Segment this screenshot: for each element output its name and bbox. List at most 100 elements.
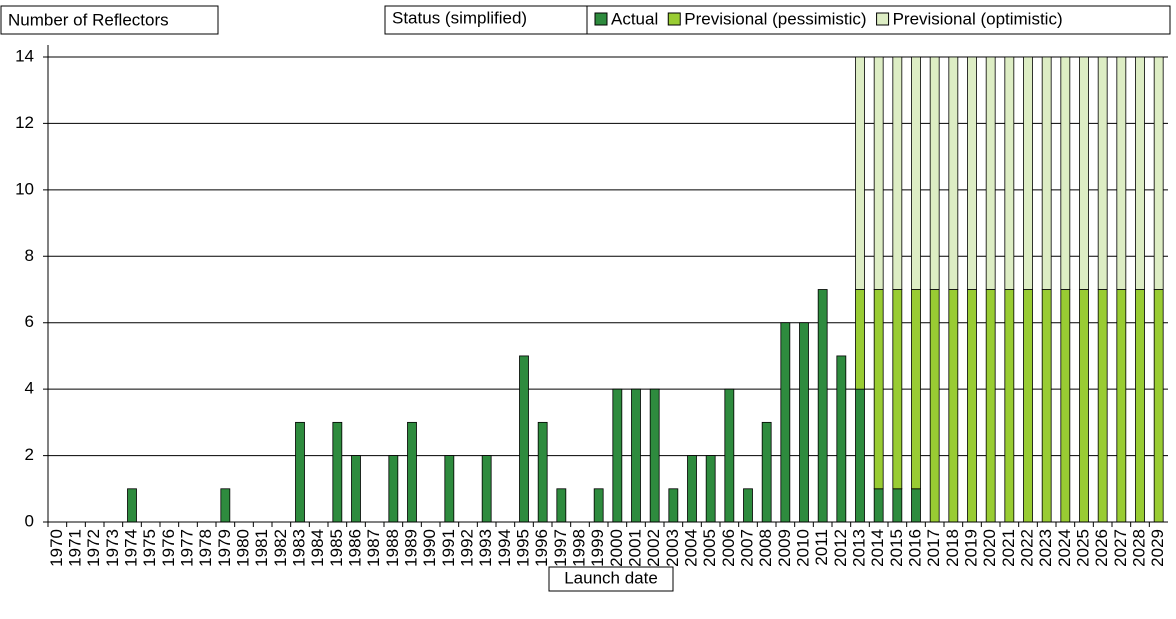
bar-segment — [761, 421, 772, 523]
x-tick-label: 1998 — [569, 529, 588, 567]
x-tick-label: 2014 — [868, 529, 887, 567]
x-tick-label: 1990 — [420, 529, 439, 567]
bar-segment — [1060, 56, 1071, 290]
x-tick-label: 2025 — [1073, 529, 1092, 567]
x-tick-label: 1970 — [47, 529, 66, 567]
x-tick-label: 1971 — [65, 529, 84, 567]
legend-label: Previsional (optimistic) — [893, 9, 1063, 28]
bar-segment — [220, 488, 231, 523]
x-tick-label: 2007 — [737, 529, 756, 567]
bar-segment — [444, 455, 455, 523]
bar-segment — [1135, 56, 1145, 290]
x-tick-label: 2015 — [887, 529, 906, 567]
x-tick-label: 1986 — [345, 529, 364, 567]
bar-segment — [743, 488, 753, 523]
bar-segment — [967, 289, 977, 523]
bar-segment — [388, 455, 399, 523]
bar-segment — [892, 289, 903, 490]
bar-segment — [1135, 289, 1145, 523]
bar-segment — [799, 322, 809, 523]
x-tick-label: 2003 — [663, 529, 682, 567]
x-tick-label: 2002 — [644, 529, 663, 567]
legend-title: Status (simplified) — [392, 8, 527, 27]
x-tick-label: 1982 — [271, 529, 290, 567]
y-tick-label: 14 — [15, 46, 34, 65]
x-tick-label: 2001 — [625, 529, 644, 567]
bar-segment — [1041, 289, 1052, 523]
bar-segment — [724, 388, 735, 523]
x-tick-label: 2017 — [924, 529, 943, 567]
x-tick-label: 2027 — [1111, 529, 1130, 567]
x-tick-label: 1981 — [252, 529, 271, 567]
bar-segment — [985, 289, 996, 523]
bar-segment — [780, 322, 791, 523]
bar-segment — [1079, 289, 1089, 523]
x-tick-label: 2018 — [943, 529, 962, 567]
x-tick-label: 2024 — [1055, 529, 1074, 567]
bar-segment — [705, 455, 716, 523]
bar-segment — [855, 289, 865, 390]
x-tick-label: 2016 — [905, 529, 924, 567]
x-tick-label: 2004 — [681, 529, 700, 567]
bar-segment — [332, 421, 343, 523]
bar-segment — [127, 488, 137, 523]
y-tick-label: 2 — [25, 445, 34, 464]
x-tick-label: 2019 — [961, 529, 980, 567]
bar-segment — [967, 56, 977, 290]
x-tick-label: 1992 — [457, 529, 476, 567]
y-label-box — [0, 5, 219, 35]
bar-segment — [911, 56, 921, 290]
bar-segment — [855, 388, 865, 523]
bar-segment — [481, 455, 492, 523]
bar-segment — [1041, 56, 1052, 290]
bar-segment — [687, 455, 697, 523]
x-tick-label: 1999 — [588, 529, 607, 567]
bar-segment — [668, 488, 679, 523]
x-tick-label: 1997 — [551, 529, 570, 567]
x-tick-label: 2010 — [793, 529, 812, 567]
x-tick-label: 1977 — [177, 529, 196, 567]
x-tick-label: 2026 — [1092, 529, 1111, 567]
bar-segment — [612, 388, 623, 523]
bar-segment — [407, 421, 417, 523]
x-tick-label: 2029 — [1148, 529, 1167, 567]
bar-segment — [948, 289, 959, 523]
x-tick-label: 1988 — [383, 529, 402, 567]
bar-segment — [1097, 289, 1108, 523]
x-tick-label: 2006 — [719, 529, 738, 567]
bar-segment — [1004, 56, 1015, 290]
y-axis-label: Number of Reflectors — [8, 10, 169, 29]
bar-segment — [1079, 56, 1089, 290]
x-tick-label: 2011 — [812, 529, 831, 566]
x-axis-label: Launch date — [564, 568, 658, 587]
bar-segment — [873, 56, 884, 290]
x-tick-label: 1974 — [121, 529, 140, 567]
bar-segment — [351, 455, 361, 523]
x-tick-label: 1978 — [196, 529, 215, 567]
bar-segment — [1116, 289, 1127, 523]
bar-segment — [836, 355, 847, 523]
bar-segment — [295, 421, 305, 523]
x-tick-label: 1989 — [401, 529, 420, 567]
legend-swatch — [667, 12, 681, 26]
x-label-box — [548, 566, 674, 592]
x-tick-label: 1987 — [364, 529, 383, 567]
bar-segment — [556, 488, 567, 523]
x-tick-label: 2028 — [1129, 529, 1148, 567]
x-tick-label: 1976 — [159, 529, 178, 567]
bar-segment — [929, 289, 940, 523]
bar-segment — [929, 56, 940, 290]
bar-segment — [892, 56, 903, 290]
bar-segment — [1060, 289, 1071, 523]
bar-segment — [985, 56, 996, 290]
bar-segment — [948, 56, 959, 290]
y-tick-label: 0 — [25, 511, 34, 530]
x-tick-label: 1984 — [308, 529, 327, 567]
legend-box — [586, 5, 1171, 35]
x-tick-label: 2013 — [849, 529, 868, 567]
bar-segment — [1097, 56, 1108, 290]
x-tick-label: 1975 — [140, 529, 159, 567]
x-tick-label: 2020 — [980, 529, 999, 567]
bar-segment — [631, 388, 641, 523]
